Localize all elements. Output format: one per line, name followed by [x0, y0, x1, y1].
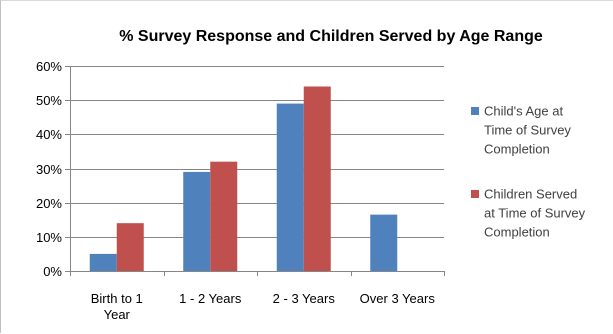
y-axis-tick-labels: 0% 10% 20% 30% 40% 50% 60% — [36, 59, 62, 279]
bar-series-2-category-1 — [116, 223, 144, 271]
bar-series-1-category-1 — [89, 253, 117, 271]
x-tick-label: Over 3 Years — [360, 291, 436, 306]
axes — [65, 66, 445, 276]
x-tick-label: Birth to 1 Year — [91, 291, 143, 322]
bar-series-1-category-3 — [276, 103, 304, 271]
legend-label-1: Child's Age at Time of Survey Completion — [484, 104, 571, 157]
y-tick-label: 0% — [43, 264, 62, 279]
bar-series-2-category-3 — [303, 86, 331, 271]
y-tick-label: 40% — [36, 127, 62, 142]
y-tick-label: 20% — [36, 196, 62, 211]
x-axis-tick-labels: Birth to 1 Year 1 - 2 Years 2 - 3 Years Over… — [91, 291, 436, 322]
bar-series-2-category-2 — [210, 161, 238, 271]
x-tick-label: 1 - 2 Years — [179, 291, 242, 306]
legend: Child's Age at Time of Survey Completion Ch… — [471, 104, 586, 240]
y-tick-label: 10% — [36, 230, 62, 245]
legend-label-2: Children Served at Time of Survey Completi… — [484, 187, 586, 240]
bar-series-1-category-2 — [183, 171, 211, 271]
y-tick-label: 60% — [36, 59, 62, 74]
bar-series-1-category-4 — [370, 214, 398, 271]
legend-swatch-2 — [471, 190, 479, 198]
y-tick-label: 50% — [36, 93, 62, 108]
chart-title: % Survey Response and Children Served by… — [119, 28, 543, 45]
x-tick-label: 2 - 3 Years — [273, 291, 336, 306]
y-tick-label: 30% — [36, 162, 62, 177]
gridlines — [70, 66, 444, 238]
bars — [89, 86, 398, 271]
legend-swatch-1 — [471, 107, 479, 115]
